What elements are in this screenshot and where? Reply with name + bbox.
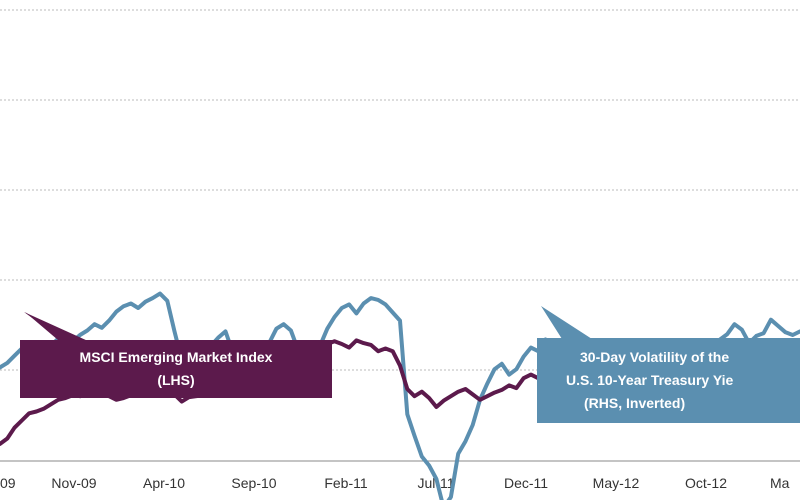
volatility-label-line-3: (RHS, Inverted)	[584, 395, 685, 411]
x-tick-label: Oct-12	[685, 475, 727, 491]
x-tick-label: 09	[0, 475, 16, 491]
x-tick-label: Ma	[770, 475, 790, 491]
x-tick-label: Dec-11	[504, 475, 548, 491]
msci-callout: MSCI Emerging Market Index (LHS)	[20, 312, 332, 398]
x-tick-label: Apr-10	[143, 475, 185, 491]
volatility-callout-rect	[537, 338, 800, 423]
x-tick-label: Feb-11	[324, 475, 368, 491]
x-tick-label: May-12	[593, 475, 640, 491]
volatility-label-line-2: U.S. 10-Year Treasury Yie	[566, 372, 734, 388]
gridlines	[0, 9, 800, 371]
x-tick-label: Sep-10	[231, 475, 276, 491]
volatility-label-line-1: 30-Day Volatility of the	[580, 349, 729, 365]
msci-callout-pointer	[24, 312, 88, 341]
msci-label-line-1: MSCI Emerging Market Index	[80, 349, 273, 365]
x-tick-labels: 09 Nov-09 Apr-10 Sep-10 Feb-11 Jul-11 De…	[0, 475, 790, 491]
x-tick-label: Nov-09	[51, 475, 96, 491]
msci-callout-rect	[20, 340, 332, 398]
volatility-callout: 30-Day Volatility of the U.S. 10-Year Tr…	[537, 306, 800, 423]
volatility-callout-pointer	[541, 306, 592, 339]
msci-label-line-2: (LHS)	[157, 372, 194, 388]
